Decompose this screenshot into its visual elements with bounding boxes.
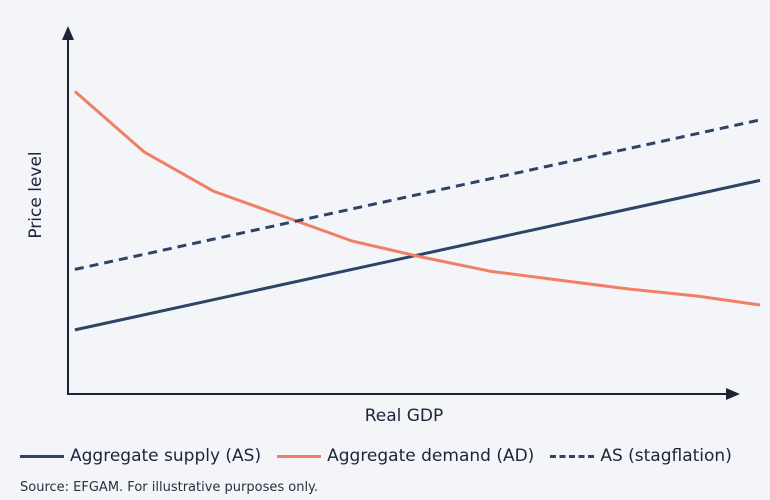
legend-item-ad: Aggregate demand (AD) <box>277 446 534 466</box>
x-axis-arrow-icon <box>726 388 740 400</box>
legend-label-ad: Aggregate demand (AD) <box>327 446 535 466</box>
series-line-as-stagflation <box>74 118 761 271</box>
y-axis-label: Price level <box>26 151 46 238</box>
source-note: Source: EFGAM. For illustrative purposes… <box>20 480 319 495</box>
legend-label-as: Aggregate supply (AS) <box>70 446 262 466</box>
legend-swatch-ad <box>277 454 322 458</box>
series-line-ad <box>73 90 761 307</box>
legend: Aggregate supply (AS) Aggregate demand (… <box>20 444 748 468</box>
legend-label-as-stagflation: AS (stagflation) <box>600 446 732 466</box>
legend-item-as: Aggregate supply (AS) <box>20 446 261 466</box>
x-axis-label: Real GDP <box>365 406 444 426</box>
y-axis-arrow-icon <box>62 26 74 40</box>
legend-swatch-as-stagflation <box>550 454 595 458</box>
legend-swatch-as <box>20 454 64 458</box>
chart: Real GDP Price level <box>26 26 761 426</box>
legend-item-as-stagflation: AS (stagflation) <box>550 446 732 466</box>
series-layer <box>73 90 761 332</box>
